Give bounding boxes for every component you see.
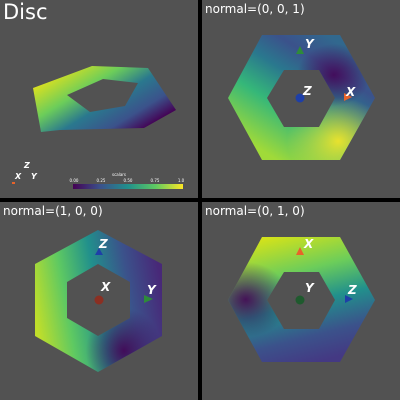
axis-label-z: Z — [302, 84, 312, 98]
y-axis-arrow — [144, 295, 153, 303]
colorbar-gradient — [73, 184, 183, 189]
y-axis-arrow — [296, 46, 304, 54]
axis-label-y: Y — [147, 283, 157, 297]
viewport-title: Disc — [3, 0, 48, 24]
axes-gizmo: X Z Y — [295, 237, 357, 305]
axis-label-z: Z — [23, 161, 30, 170]
scene-normal-y: X Z Y — [228, 237, 375, 362]
colorbar-tick: 0.75 — [151, 178, 160, 183]
viewport-normal-y[interactable]: normal=(0, 1, 0) X — [202, 202, 400, 400]
viewport-normal-z[interactable]: normal=(0, 0, 1) — [202, 0, 400, 198]
viewport-normal-x[interactable]: normal=(1, 0, 0) Z — [0, 202, 198, 400]
x-axis-arrow — [296, 247, 304, 255]
axis-label-y: Y — [305, 37, 315, 51]
viewport-title: normal=(0, 0, 1) — [205, 2, 305, 16]
x-axis-arrow — [94, 295, 104, 305]
scene-normal-z: Y X Z — [228, 35, 375, 160]
z-axis-arrow — [345, 295, 353, 303]
viewport-disc[interactable]: Disc Z — [0, 0, 198, 198]
z-axis-arrow — [95, 248, 103, 255]
scene-disc: Z X Y scalars 0.00 0.25 0.50 0.75 1.0 — [12, 66, 185, 189]
axes-gizmo: Z Y X — [94, 237, 157, 305]
disc-surface — [33, 66, 176, 132]
axis-label-x: X — [14, 172, 22, 181]
x-axis-arrow — [12, 182, 15, 184]
axis-label-z: Z — [347, 283, 357, 297]
axis-label-x: X — [303, 237, 314, 251]
z-axis-arrow — [295, 93, 305, 103]
axis-label-y: Y — [31, 172, 38, 181]
scene-normal-x: Z Y X — [35, 230, 162, 372]
colorbar[interactable]: scalars 0.00 0.25 0.50 0.75 1.0 — [70, 172, 185, 189]
viewport-title: normal=(1, 0, 0) — [3, 204, 103, 218]
y-axis-arrow — [295, 295, 305, 305]
orientation-marker: Z X Y — [12, 161, 38, 184]
colorbar-tick: 1.0 — [178, 178, 185, 183]
colorbar-title: scalars — [112, 172, 126, 177]
axis-label-y: Y — [305, 281, 315, 295]
axis-label-z: Z — [98, 237, 108, 251]
colorbar-tick: 0.00 — [70, 178, 79, 183]
axes-gizmo: Y X Z — [295, 37, 356, 103]
viewport-title: normal=(0, 1, 0) — [205, 204, 305, 218]
colorbar-tick: 0.25 — [97, 178, 106, 183]
x-axis-arrow — [344, 93, 352, 101]
colorbar-tick: 0.50 — [124, 178, 133, 183]
axis-label-x: X — [100, 280, 111, 294]
axis-label-x: X — [345, 85, 356, 99]
